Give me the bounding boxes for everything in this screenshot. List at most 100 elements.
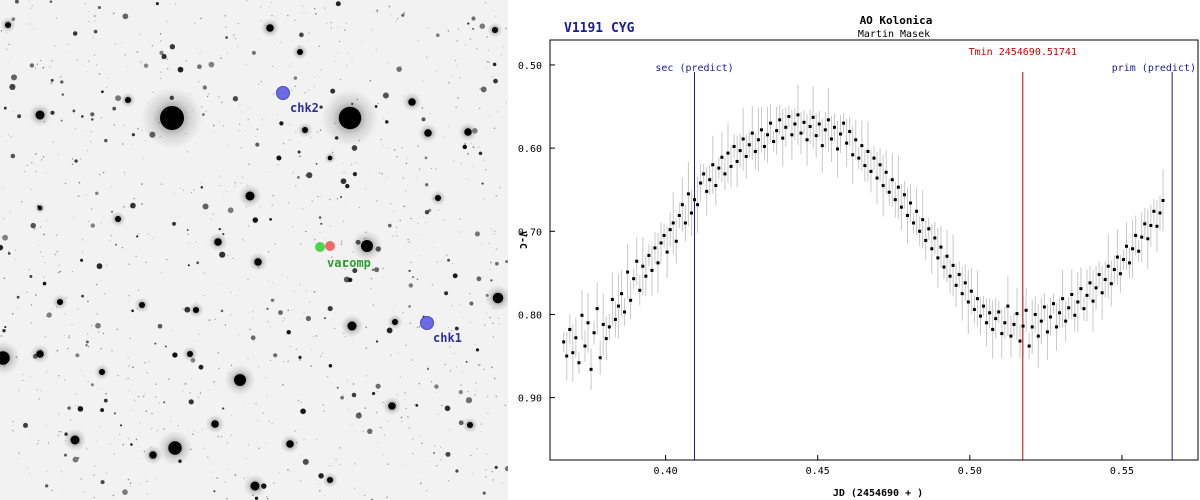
star bbox=[115, 216, 121, 222]
background-noise bbox=[137, 127, 139, 130]
data-point bbox=[881, 184, 885, 188]
star bbox=[492, 27, 498, 33]
background-noise bbox=[39, 226, 42, 228]
star bbox=[352, 172, 357, 177]
background-noise bbox=[393, 211, 395, 212]
data-point bbox=[635, 259, 639, 263]
data-point bbox=[966, 300, 970, 304]
star bbox=[424, 156, 428, 160]
star bbox=[445, 451, 451, 457]
background-noise bbox=[316, 439, 318, 441]
background-noise bbox=[457, 396, 460, 398]
data-point bbox=[1103, 278, 1107, 282]
star bbox=[306, 172, 313, 179]
background-noise bbox=[89, 140, 92, 143]
background-noise bbox=[195, 301, 197, 303]
star bbox=[186, 229, 189, 231]
data-point bbox=[1048, 315, 1052, 319]
data-point bbox=[1140, 235, 1144, 239]
background-noise bbox=[262, 412, 265, 414]
background-noise bbox=[387, 147, 389, 149]
check-star-2-label: chk2 bbox=[290, 101, 319, 115]
check-star-2-marker bbox=[276, 86, 290, 100]
star bbox=[101, 90, 104, 94]
data-point bbox=[975, 297, 979, 301]
star bbox=[435, 195, 441, 201]
data-point bbox=[1115, 255, 1119, 259]
background-noise bbox=[123, 124, 126, 127]
background-noise bbox=[128, 263, 130, 265]
background-noise bbox=[331, 464, 333, 466]
star bbox=[338, 106, 362, 130]
background-noise bbox=[88, 60, 90, 62]
light-curve-chart: V1191 CYG AO Kolonica Martin Masek V-C J… bbox=[517, 14, 1199, 499]
background-noise bbox=[491, 75, 494, 78]
background-noise bbox=[112, 12, 115, 15]
background-noise bbox=[64, 335, 66, 337]
star bbox=[29, 63, 35, 68]
data-point bbox=[577, 361, 581, 365]
data-point bbox=[1143, 222, 1147, 226]
data-point bbox=[878, 163, 882, 167]
background-noise bbox=[77, 308, 79, 310]
background-noise bbox=[448, 126, 450, 128]
data-point bbox=[875, 176, 879, 180]
background-noise bbox=[330, 27, 333, 29]
background-noise bbox=[87, 300, 89, 303]
star bbox=[111, 210, 113, 213]
background-noise bbox=[26, 467, 28, 469]
star bbox=[297, 49, 303, 55]
background-noise bbox=[449, 370, 452, 372]
star bbox=[426, 367, 430, 371]
background-noise bbox=[141, 203, 143, 205]
background-noise bbox=[130, 143, 132, 145]
star bbox=[114, 243, 117, 246]
background-noise bbox=[464, 44, 467, 46]
background-noise bbox=[113, 124, 115, 126]
background-noise bbox=[459, 231, 461, 233]
star bbox=[80, 258, 84, 262]
data-point bbox=[921, 218, 925, 222]
background-noise bbox=[160, 71, 162, 73]
background-noise bbox=[247, 358, 249, 360]
background-noise bbox=[469, 321, 471, 323]
background-noise bbox=[487, 396, 489, 398]
background-noise bbox=[237, 176, 239, 178]
background-noise bbox=[392, 235, 394, 238]
background-noise bbox=[402, 311, 405, 314]
background-noise bbox=[72, 216, 75, 218]
background-noise bbox=[281, 274, 283, 276]
background-noise bbox=[259, 6, 262, 8]
background-noise bbox=[160, 272, 163, 274]
data-point bbox=[1121, 258, 1125, 262]
star bbox=[386, 327, 393, 334]
background-noise bbox=[142, 256, 144, 258]
background-noise bbox=[420, 479, 422, 481]
background-noise bbox=[495, 395, 497, 398]
background-noise bbox=[395, 231, 397, 233]
background-noise bbox=[426, 490, 428, 492]
background-noise bbox=[375, 49, 377, 51]
background-noise bbox=[311, 200, 314, 202]
background-noise bbox=[322, 404, 325, 406]
background-noise bbox=[59, 75, 62, 78]
background-noise bbox=[340, 243, 343, 245]
background-noise bbox=[412, 452, 414, 455]
background-noise bbox=[443, 137, 445, 139]
data-point bbox=[623, 310, 627, 314]
background-noise bbox=[213, 381, 215, 383]
background-noise bbox=[449, 429, 451, 431]
data-point bbox=[580, 313, 584, 317]
background-noise bbox=[479, 88, 481, 90]
background-noise bbox=[139, 482, 141, 485]
data-point bbox=[808, 124, 812, 128]
data-point bbox=[884, 170, 888, 174]
background-noise bbox=[299, 283, 301, 286]
background-noise bbox=[8, 43, 10, 46]
background-noise bbox=[112, 494, 115, 497]
star bbox=[125, 97, 131, 103]
background-noise bbox=[448, 327, 450, 329]
data-point bbox=[924, 238, 928, 242]
background-noise bbox=[268, 6, 270, 8]
star bbox=[421, 117, 426, 122]
